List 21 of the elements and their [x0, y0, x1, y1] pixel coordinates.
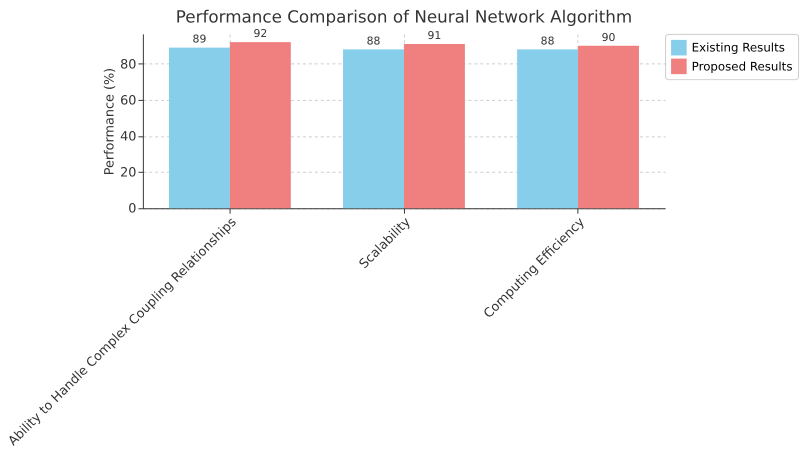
bar: [517, 49, 578, 208]
bar: [578, 46, 639, 208]
y-tick-label: 80: [120, 57, 136, 72]
legend-label: Existing Results: [692, 40, 785, 55]
y-tick-label: 0: [128, 202, 136, 217]
y-tick-label: 20: [120, 166, 136, 181]
y-tick-label: 60: [120, 93, 136, 108]
data-label: 91: [428, 29, 442, 42]
data-label: 88: [540, 34, 555, 48]
legend-label: Proposed Results: [692, 59, 792, 74]
bar: [168, 48, 230, 208]
y-axis-title: Performance (%): [102, 68, 118, 176]
bar: [343, 49, 404, 208]
data-label: 92: [253, 27, 268, 40]
data-label: 90: [602, 30, 616, 44]
chart-title: Performance Comparison of Neural Network Algorithm: [176, 6, 632, 26]
data-label: 89: [192, 32, 206, 46]
bar: [230, 42, 291, 208]
bar: [404, 44, 465, 208]
data-label: 88: [366, 34, 381, 48]
y-tick-label: 40: [120, 129, 136, 144]
